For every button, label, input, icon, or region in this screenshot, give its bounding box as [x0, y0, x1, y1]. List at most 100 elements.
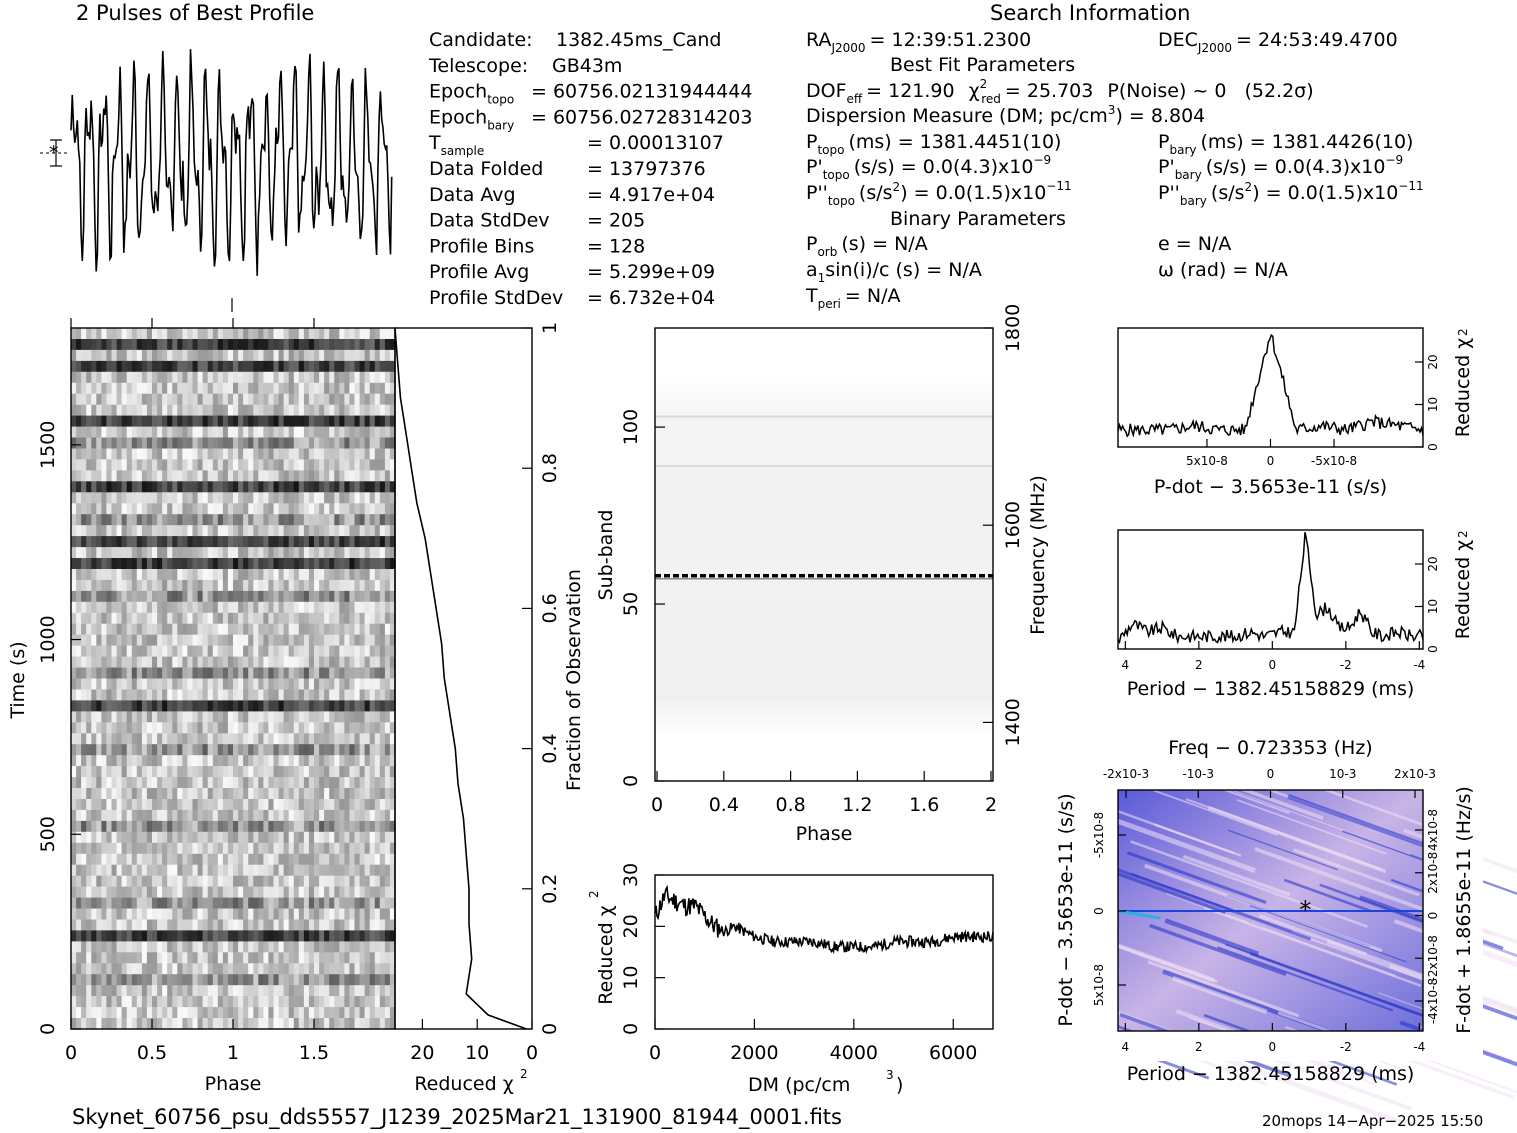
heat-cell	[324, 371, 330, 384]
heat-cell	[349, 996, 356, 1008]
heat-cell	[217, 448, 224, 461]
heat-cell	[96, 569, 102, 581]
heat-cell	[197, 656, 204, 669]
heat-cell	[202, 689, 209, 702]
heat-cell	[86, 612, 92, 625]
heat-cell	[293, 864, 300, 877]
heat-cell	[106, 536, 113, 548]
heat-cell	[374, 393, 381, 406]
heat-cell	[162, 897, 168, 910]
heat-cell	[268, 645, 275, 658]
heat-cell	[202, 459, 209, 471]
heat-cell	[359, 371, 366, 384]
heat-cell	[263, 809, 270, 822]
heat-cell	[207, 766, 214, 778]
heat-cell	[308, 820, 315, 833]
heat-cell	[374, 382, 381, 395]
heat-cell	[146, 360, 153, 373]
heat-cell	[131, 601, 138, 614]
heat-cell	[217, 525, 224, 537]
heat-cell	[146, 459, 153, 471]
heat-cell	[359, 996, 366, 1008]
heat-cell	[141, 864, 148, 877]
heat-cell	[76, 569, 82, 581]
heat-cell	[278, 722, 285, 734]
heat-cell	[384, 382, 391, 395]
heat-cell	[162, 558, 168, 570]
heat-cell	[339, 755, 345, 767]
heat-cell	[126, 700, 133, 712]
heat-cell	[389, 963, 396, 975]
heat-cell	[389, 525, 396, 537]
heat-cell	[146, 393, 153, 406]
heat-cell	[187, 919, 194, 932]
heat-cell	[268, 525, 275, 537]
heat-cell	[157, 733, 163, 745]
heat-cell	[227, 985, 234, 997]
heat-cell	[126, 853, 133, 866]
heat-cell	[278, 328, 285, 340]
heat-cell	[329, 809, 335, 822]
heat-cell	[197, 711, 204, 723]
heat-cell	[111, 393, 118, 406]
heat-cell	[197, 700, 204, 712]
heat-cell	[167, 799, 173, 811]
heat-cell	[389, 733, 396, 745]
heat-cell	[344, 733, 351, 745]
heat-cell	[197, 371, 204, 384]
heat-cell	[146, 492, 153, 504]
heat-cell	[126, 601, 133, 614]
x-tick-label: 0.4	[709, 794, 739, 816]
y2-tick-label: 1600	[1002, 501, 1024, 549]
heat-cell	[238, 689, 244, 702]
heat-cell	[273, 382, 280, 395]
heat-cell	[263, 536, 270, 548]
heat-cell	[146, 919, 153, 932]
heat-cell	[334, 437, 340, 450]
heat-cell	[96, 492, 102, 504]
heat-cell	[177, 393, 183, 406]
heat-cell	[141, 908, 148, 921]
heat-cell	[364, 974, 371, 986]
heat-cell	[141, 404, 148, 417]
heat-cell	[126, 448, 133, 461]
heat-cell	[162, 689, 168, 702]
heat-cell	[217, 360, 224, 373]
heat-cell	[349, 437, 356, 450]
heat-cell	[172, 941, 178, 953]
heat-cell	[217, 930, 224, 942]
heat-cell	[162, 886, 168, 899]
heat-cell	[96, 404, 102, 417]
heat-cell	[106, 382, 113, 395]
heat-cell	[324, 700, 330, 712]
heat-cell	[238, 459, 244, 471]
heat-cell	[157, 634, 163, 647]
heat-cell	[81, 448, 87, 461]
heat-cell	[354, 886, 361, 899]
heat-cell	[288, 678, 295, 691]
heat-cell	[374, 536, 381, 548]
heat-cell	[101, 788, 108, 800]
heat-cell	[182, 393, 189, 406]
heat-cell	[369, 897, 376, 910]
heat-cell	[319, 623, 325, 636]
heat-cell	[106, 963, 113, 975]
heat-cell	[207, 426, 214, 439]
heat-cell	[192, 492, 199, 504]
heat-cell	[71, 404, 77, 417]
heat-cell	[258, 908, 264, 921]
heat-cell	[141, 722, 148, 734]
heat-cell	[334, 985, 340, 997]
heat-cell	[329, 996, 335, 1008]
heat-cell	[308, 558, 315, 570]
x-tick-label: 2	[985, 794, 997, 816]
y-tick-label: 10	[1426, 599, 1440, 614]
heat-cell	[197, 470, 204, 482]
heat-cell	[197, 590, 204, 603]
heat-cell	[81, 634, 87, 647]
heat-cell	[374, 371, 381, 384]
heat-cell	[354, 941, 361, 953]
heat-cell	[162, 470, 168, 482]
heat-cell	[293, 360, 300, 373]
heat-cell	[81, 744, 87, 756]
